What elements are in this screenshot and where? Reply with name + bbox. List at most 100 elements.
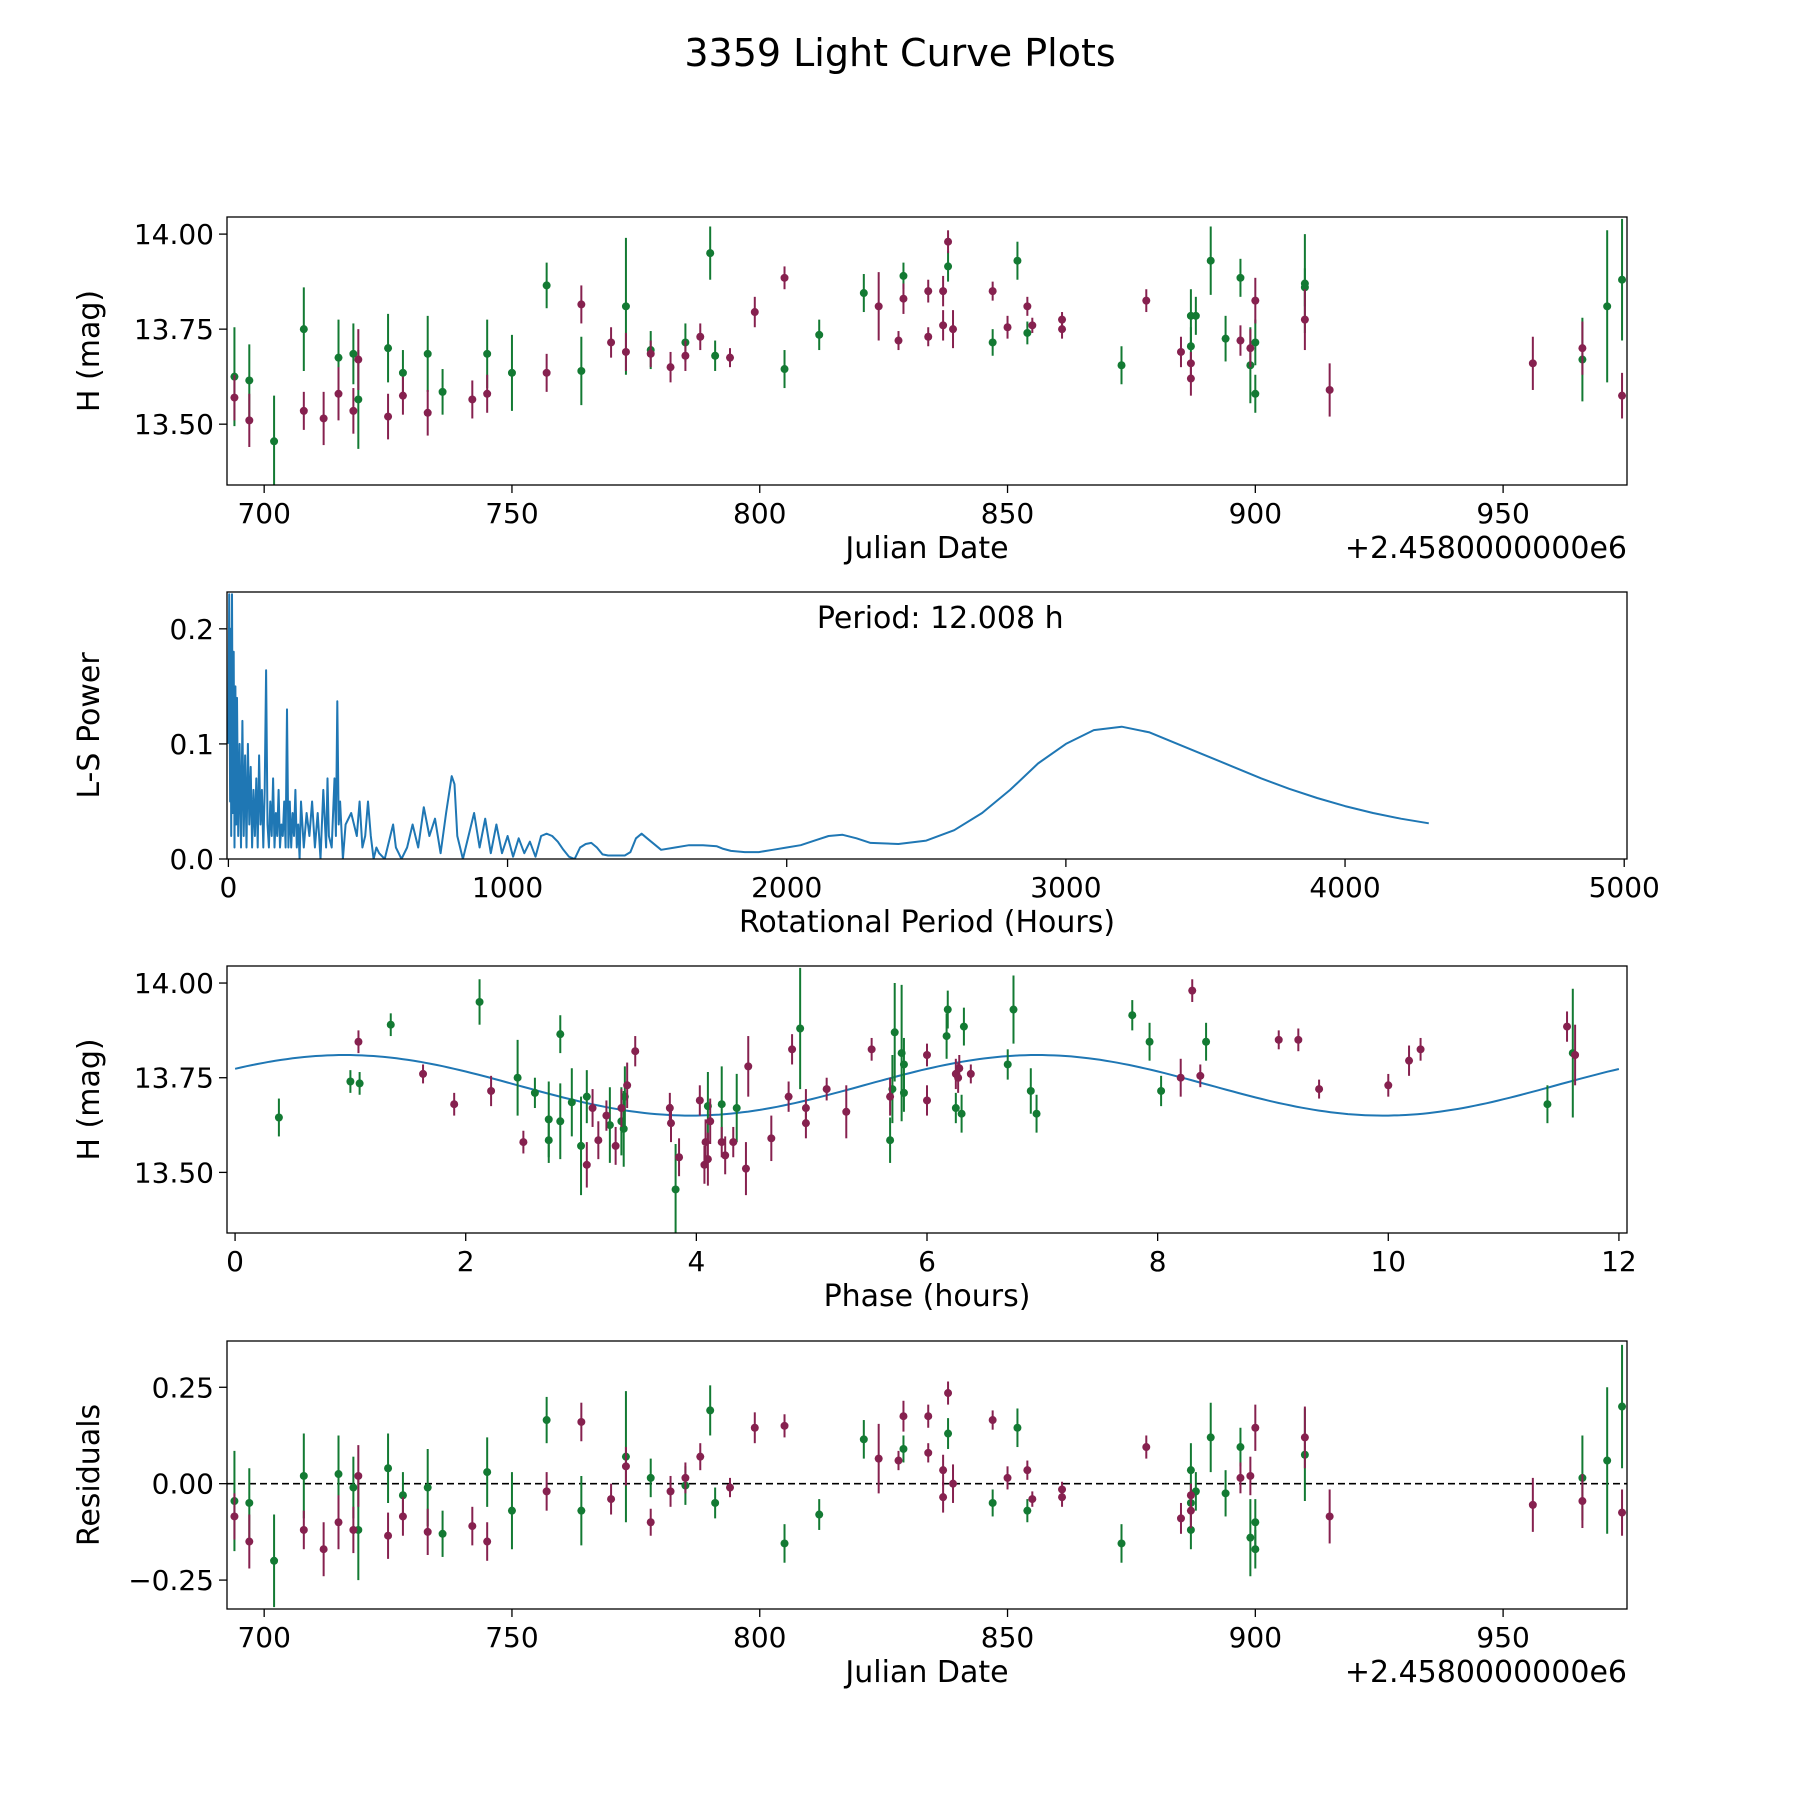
purple-series-point <box>1563 1022 1572 1031</box>
purple-series-point <box>230 1512 239 1521</box>
purple-series-point <box>874 1454 883 1463</box>
green-series-point <box>988 1498 997 1507</box>
purple-series-point <box>1246 1471 1255 1480</box>
purple-series-point <box>1176 1073 1185 1082</box>
purple-series-point <box>729 1138 738 1147</box>
purple-series-point <box>721 1151 730 1160</box>
purple-series-point <box>1618 391 1627 400</box>
green-series-point <box>899 1088 908 1097</box>
purple-series-point <box>419 1069 428 1078</box>
res-plot-area <box>227 1344 1627 1608</box>
purple-series-point <box>423 408 432 417</box>
purple-series-point <box>750 1423 759 1432</box>
green-series-point <box>605 1121 614 1130</box>
purple-series-point <box>954 1073 963 1082</box>
purple-series-point <box>706 1117 715 1126</box>
green-series-point <box>944 262 953 271</box>
figure-title: 3359 Light Curve Plots <box>684 31 1115 75</box>
green-series-point <box>1157 1086 1166 1095</box>
x-tick-label: 850 <box>981 497 1034 530</box>
green-series-point <box>1618 275 1627 284</box>
green-series-point <box>299 325 308 334</box>
y-tick-label: 0.1 <box>169 728 214 761</box>
purple-series-point <box>1023 302 1032 311</box>
purple-series-point <box>924 1448 933 1457</box>
green-series-point <box>671 1185 680 1194</box>
green-series-point <box>859 289 868 298</box>
green-series-point <box>1013 256 1022 265</box>
purple-series-point <box>354 355 363 364</box>
x-tick-label: 900 <box>1229 1621 1282 1654</box>
x-tick-label: 10 <box>1370 1245 1406 1278</box>
green-series-point <box>1221 334 1230 343</box>
green-series-point <box>567 1098 576 1107</box>
y-axis-label: Residuals <box>72 1404 107 1546</box>
purple-series-point <box>468 1522 477 1531</box>
green-series-point <box>544 1136 553 1145</box>
purple-series-point <box>988 1416 997 1425</box>
x-tick-label: 900 <box>1229 497 1282 530</box>
purple-series-point <box>646 349 655 358</box>
purple-series-point <box>1618 1508 1627 1517</box>
green-series-point <box>577 366 586 375</box>
purple-series-point <box>944 1389 953 1398</box>
purple-series-point <box>924 287 933 296</box>
purple-series-point <box>1578 1497 1587 1506</box>
x-axis-label: Phase (hours) <box>824 1279 1031 1314</box>
x-tick-label: 800 <box>733 497 786 530</box>
purple-series-point <box>899 1412 908 1421</box>
purple-series-point <box>423 1527 432 1536</box>
green-series-point <box>507 368 516 377</box>
x-tick-label: 4 <box>687 1245 705 1278</box>
x-offset-label: +2.4580000000e6 <box>1345 1655 1627 1690</box>
x-tick-label: 0 <box>226 1245 244 1278</box>
purple-series-point <box>696 1452 705 1461</box>
purple-series-point <box>1300 1433 1309 1442</box>
residuals-panel: 700 750 800 850 900 950 −0.25 0.00 0.25 Julian Da… <box>72 1340 1628 1690</box>
green-series-point <box>899 271 908 280</box>
x-tick-label: 750 <box>485 1621 538 1654</box>
purple-series-point <box>703 1155 712 1164</box>
x-tick-label: 700 <box>237 1621 290 1654</box>
purple-series-point <box>577 300 586 309</box>
purple-series-point <box>899 294 908 303</box>
purple-series-point <box>741 1164 750 1173</box>
green-series-point <box>1202 1037 1211 1046</box>
purple-series-point <box>623 1081 632 1090</box>
x-tick-label: 2000 <box>751 871 822 904</box>
green-series-point <box>245 1498 254 1507</box>
green-series-point <box>475 997 484 1006</box>
purple-series-point <box>924 332 933 341</box>
y-axis-label: H (mag) <box>72 1038 107 1160</box>
axes-frame <box>226 591 1628 860</box>
purple-series-point <box>1003 1473 1012 1482</box>
purple-series-point <box>588 1104 597 1113</box>
purple-series-point <box>1142 1443 1151 1452</box>
y-tick-label: 14.00 <box>134 218 214 251</box>
purple-series-point <box>334 1518 343 1527</box>
y-tick-label: 14.00 <box>134 967 214 1000</box>
green-series-point <box>1186 1525 1195 1534</box>
y-axis-label: H (mag) <box>72 290 107 412</box>
purple-series-point <box>1528 359 1537 368</box>
green-series-point <box>1026 1086 1035 1095</box>
purple-series-point <box>1294 1035 1303 1044</box>
y-tick-label: −0.25 <box>128 1564 214 1597</box>
purple-series-point <box>923 1051 931 1059</box>
purple-series-point <box>666 1487 675 1496</box>
y-tick-label: 0.00 <box>152 1468 214 1501</box>
green-series-point <box>556 1030 565 1039</box>
green-series-point <box>988 338 997 347</box>
green-series-point <box>1236 1443 1245 1452</box>
purple-series-point <box>1325 385 1334 394</box>
purple-series-point <box>1416 1045 1425 1054</box>
purple-series-point <box>1003 323 1012 332</box>
green-series-point <box>1603 302 1612 311</box>
green-series-point <box>815 330 824 339</box>
x-tick-label: 950 <box>1476 497 1529 530</box>
purple-series-point <box>483 389 492 398</box>
green-series-point <box>349 349 358 358</box>
purple-series-point <box>1236 1473 1245 1482</box>
purple-series-point <box>299 1525 308 1534</box>
